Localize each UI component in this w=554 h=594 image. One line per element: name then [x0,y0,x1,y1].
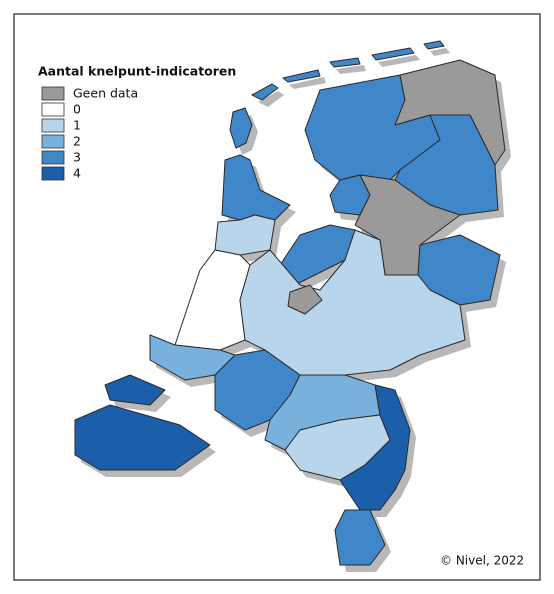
region [229,107,253,149]
legend-swatch [41,102,65,117]
legend-title: Aantal knelpunt-indicatoren [38,64,236,79]
region [371,47,415,61]
map [74,40,506,566]
region [74,404,211,471]
legend-label: 0 [73,102,81,117]
region [221,154,291,221]
legend-swatch [41,118,65,133]
legend-swatch [41,86,65,101]
legend-label: 3 [73,150,81,165]
region [423,40,445,50]
legend-swatch [41,166,65,181]
legend-label: 1 [73,118,81,133]
legend: Aantal knelpunt-indicatoren Geen data012… [38,64,236,181]
legend-label: 4 [73,166,81,181]
region [334,509,386,566]
region-shadow [289,77,326,89]
region [104,374,166,406]
region [329,57,361,68]
legend-swatch [41,134,65,149]
region-shadow [430,48,450,56]
region-shadow [258,91,284,107]
region [251,83,279,101]
legend-swatch [41,150,65,165]
region [282,69,321,83]
region-shadow [378,55,420,67]
legend-label: 2 [73,134,81,149]
region [214,214,276,256]
region-shadow [336,65,366,74]
legend-label: Geen data [73,86,138,101]
region [287,284,323,315]
credit: © Nivel, 2022 [440,554,524,568]
